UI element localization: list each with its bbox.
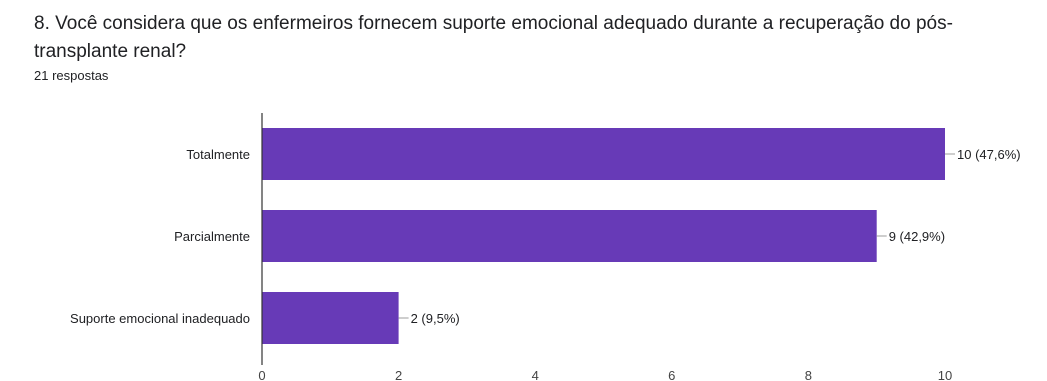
- bar-1: [262, 210, 877, 262]
- data-label-2: 2 (9,5%): [411, 311, 460, 326]
- category-label-1: Parcialmente: [174, 229, 250, 244]
- response-count: 21 respostas: [34, 68, 109, 83]
- x-tick-label-4: 8: [805, 368, 812, 381]
- x-tick-label-5: 10: [938, 368, 952, 381]
- x-tick-label-1: 2: [395, 368, 402, 381]
- category-label-2: Suporte emocional inadequado: [70, 311, 250, 326]
- bar-2: [262, 292, 399, 344]
- category-label-0: Totalmente: [186, 147, 250, 162]
- x-tick-label-3: 6: [668, 368, 675, 381]
- data-label-0: 10 (47,6%): [957, 147, 1021, 162]
- question-title: 8. Você considera que os enfermeiros for…: [34, 13, 953, 62]
- x-tick-label-0: 0: [258, 368, 265, 381]
- bar-0: [262, 128, 945, 180]
- data-label-1: 9 (42,9%): [889, 229, 945, 244]
- x-tick-label-2: 4: [532, 368, 539, 381]
